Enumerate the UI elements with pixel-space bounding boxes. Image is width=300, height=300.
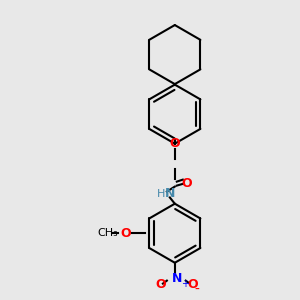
Text: CH₃: CH₃ bbox=[97, 228, 118, 238]
Text: -: - bbox=[195, 283, 200, 297]
Text: +: + bbox=[181, 279, 189, 289]
Text: N: N bbox=[165, 187, 175, 200]
Text: O: O bbox=[120, 227, 131, 240]
Text: H: H bbox=[157, 188, 165, 199]
Text: O: O bbox=[169, 137, 180, 150]
Text: O: O bbox=[182, 177, 192, 190]
Text: N: N bbox=[172, 272, 182, 285]
Text: O: O bbox=[156, 278, 166, 291]
Text: O: O bbox=[188, 278, 198, 291]
